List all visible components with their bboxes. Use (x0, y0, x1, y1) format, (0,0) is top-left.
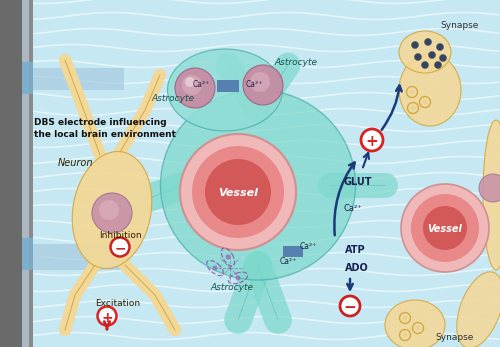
Circle shape (414, 53, 422, 60)
FancyBboxPatch shape (29, 68, 124, 90)
Circle shape (410, 105, 416, 110)
Circle shape (410, 90, 414, 94)
Text: Ca²⁺: Ca²⁺ (343, 203, 362, 212)
Circle shape (192, 146, 284, 238)
Circle shape (423, 206, 467, 250)
Circle shape (411, 194, 479, 262)
Text: GLUT: GLUT (344, 177, 372, 187)
Circle shape (340, 296, 360, 316)
Text: Neuron: Neuron (57, 158, 93, 168)
Text: −: − (344, 300, 356, 315)
Text: ADO: ADO (345, 263, 369, 273)
Text: +: + (101, 311, 113, 324)
Circle shape (401, 184, 489, 272)
Text: Astrocyte: Astrocyte (152, 93, 194, 102)
Circle shape (205, 159, 271, 225)
Circle shape (212, 265, 218, 271)
Circle shape (182, 75, 202, 95)
Circle shape (416, 325, 420, 330)
Text: Synapse: Synapse (436, 333, 474, 342)
FancyBboxPatch shape (283, 246, 303, 257)
Circle shape (361, 129, 383, 151)
Circle shape (402, 332, 407, 338)
Text: DBS electrode influencing
the local brain environment: DBS electrode influencing the local brai… (34, 118, 176, 139)
Circle shape (175, 68, 215, 108)
Text: Vessel: Vessel (428, 224, 462, 234)
Circle shape (436, 43, 444, 51)
Text: Excitation: Excitation (96, 299, 140, 308)
Circle shape (243, 65, 283, 105)
FancyBboxPatch shape (22, 62, 33, 94)
Ellipse shape (72, 152, 152, 269)
Circle shape (402, 315, 407, 321)
Circle shape (412, 42, 418, 49)
Circle shape (434, 61, 442, 68)
Circle shape (422, 61, 428, 68)
Ellipse shape (399, 31, 451, 73)
Text: +: + (366, 134, 378, 149)
FancyBboxPatch shape (217, 80, 239, 92)
Text: Ca²⁺: Ca²⁺ (280, 257, 297, 266)
Circle shape (250, 72, 270, 92)
Text: Synapse: Synapse (441, 20, 479, 29)
Text: ATP: ATP (345, 245, 366, 255)
Text: Astrocyte: Astrocyte (210, 283, 254, 293)
Text: Ca²⁺: Ca²⁺ (300, 242, 318, 251)
Text: Vessel: Vessel (218, 188, 258, 198)
Text: −: − (114, 242, 126, 255)
Circle shape (424, 39, 432, 45)
Ellipse shape (168, 49, 282, 131)
Ellipse shape (483, 120, 500, 270)
Circle shape (180, 134, 296, 250)
Ellipse shape (457, 272, 500, 347)
Text: Ca²⁺: Ca²⁺ (246, 79, 263, 88)
FancyBboxPatch shape (0, 0, 22, 347)
Circle shape (110, 237, 130, 256)
Ellipse shape (160, 90, 356, 280)
Circle shape (422, 100, 428, 104)
Circle shape (479, 174, 500, 202)
Circle shape (428, 51, 436, 59)
Circle shape (236, 276, 240, 280)
Circle shape (226, 254, 230, 260)
FancyBboxPatch shape (29, 244, 124, 270)
Circle shape (440, 54, 446, 61)
Circle shape (98, 306, 116, 325)
Ellipse shape (385, 300, 445, 347)
Circle shape (92, 193, 132, 233)
Text: Ca²⁺: Ca²⁺ (193, 79, 210, 88)
Text: Inhibition: Inhibition (98, 230, 142, 239)
Circle shape (99, 200, 119, 220)
FancyBboxPatch shape (22, 0, 29, 347)
FancyBboxPatch shape (29, 0, 33, 347)
Circle shape (185, 77, 195, 87)
FancyBboxPatch shape (22, 238, 33, 270)
Text: Astrocyte: Astrocyte (274, 58, 318, 67)
Ellipse shape (399, 54, 461, 126)
